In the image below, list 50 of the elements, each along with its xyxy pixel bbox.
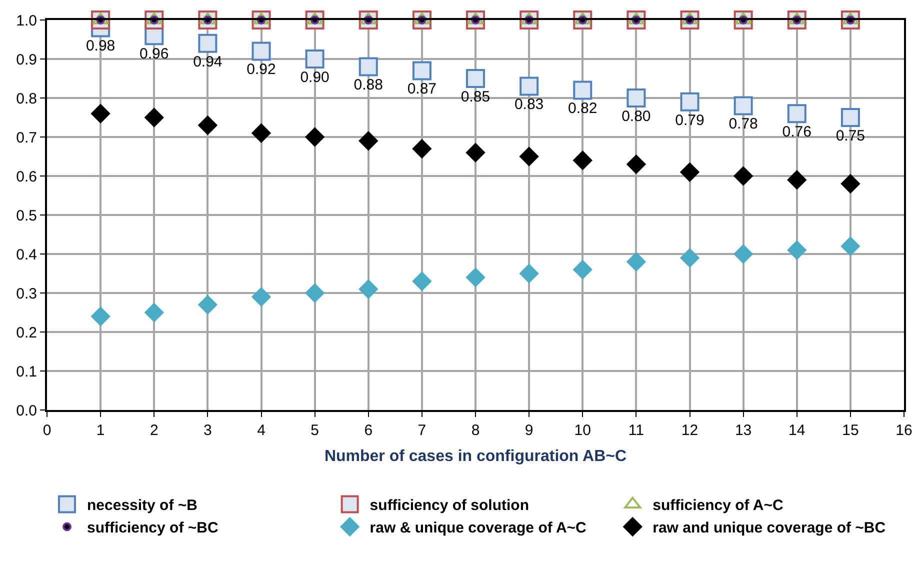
x-tick-label: 3 xyxy=(204,422,212,439)
x-tick-label: 7 xyxy=(418,422,426,439)
data-label: 0.88 xyxy=(354,76,383,94)
y-tick-label: 0.0 xyxy=(16,402,37,420)
legend-label: raw & unique coverage of A~C xyxy=(370,520,587,537)
data-label: 0.85 xyxy=(460,88,490,106)
legend-label: necessity of ~B xyxy=(87,497,198,514)
y-tick-label: 0.8 xyxy=(16,90,37,108)
data-label: 0.98 xyxy=(86,38,116,55)
x-tick-label: 16 xyxy=(896,422,912,439)
x-tick-label: 6 xyxy=(364,422,373,439)
data-label: 0.94 xyxy=(193,53,222,70)
legend-label: sufficiency of ~BC xyxy=(87,520,218,537)
x-tick-label: 0 xyxy=(42,422,52,439)
data-label: 0.79 xyxy=(675,112,704,129)
data-label: 0.90 xyxy=(300,68,330,86)
x-tick-label: 10 xyxy=(574,422,591,439)
y-tick-label: 0.2 xyxy=(16,324,37,342)
x-tick-label: 13 xyxy=(734,422,752,439)
x-tick-label: 15 xyxy=(842,422,859,439)
data-label: 0.82 xyxy=(568,100,598,118)
data-label: 0.87 xyxy=(407,80,437,98)
y-tick-label: 0.7 xyxy=(16,129,37,146)
data-label: 0.83 xyxy=(514,96,544,114)
data-label: 0.76 xyxy=(782,123,812,140)
x-tick-label: 14 xyxy=(788,422,806,439)
y-tick-label: 0.1 xyxy=(16,363,37,380)
y-tick-label: 0.5 xyxy=(16,207,37,224)
y-tick-label: 0.9 xyxy=(16,51,37,68)
y-tick-label: 0.3 xyxy=(16,285,37,302)
y-tick-label: 0.4 xyxy=(16,246,37,264)
data-label: 0.80 xyxy=(622,108,651,125)
x-tick-label: 11 xyxy=(628,422,644,439)
legend-label: sufficiency of solution xyxy=(370,497,529,514)
y-tick-label: 0.6 xyxy=(16,168,37,186)
x-tick-label: 9 xyxy=(524,422,534,439)
data-label: 0.92 xyxy=(246,61,276,78)
x-tick-label: 2 xyxy=(150,422,158,439)
x-tick-label: 8 xyxy=(471,422,480,439)
data-label: 0.96 xyxy=(140,45,169,62)
y-tick-label: 1.0 xyxy=(16,12,37,30)
x-axis-title: Number of cases in configuration AB~C xyxy=(324,448,627,466)
x-tick-label: 4 xyxy=(257,422,266,439)
data-label: 0.75 xyxy=(836,127,866,144)
legend-label: raw and unique coverage of ~BC xyxy=(652,520,886,537)
x-tick-label: 1 xyxy=(96,422,105,439)
legend-label: sufficiency of A~C xyxy=(652,497,784,514)
data-label: 0.78 xyxy=(728,116,758,133)
x-tick-label: 5 xyxy=(310,422,319,439)
x-tick-label: 12 xyxy=(681,422,698,439)
